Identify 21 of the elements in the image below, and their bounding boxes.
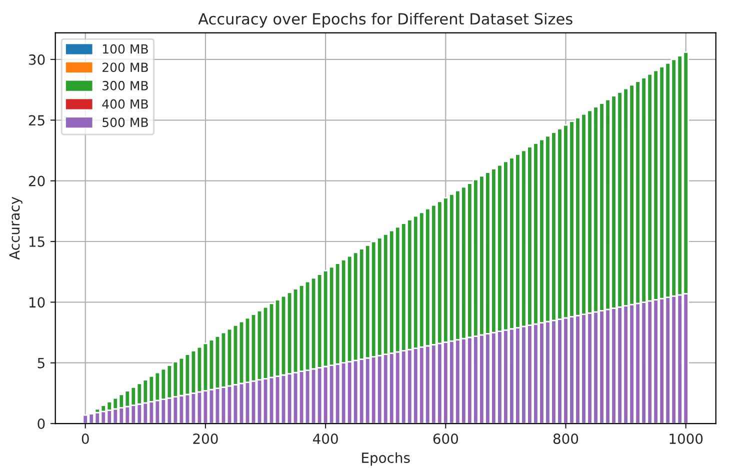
x-tick-label: 400 bbox=[312, 434, 338, 444]
legend-label: 100 MB bbox=[102, 44, 148, 54]
legend-label: 500 MB bbox=[102, 118, 148, 128]
legend-label: 400 MB bbox=[102, 99, 148, 109]
y-tick-label: 15 bbox=[29, 236, 44, 247]
x-axis-title: Epochs bbox=[362, 452, 410, 466]
legend-label: 300 MB bbox=[102, 80, 148, 90]
x-tick-label: 1000 bbox=[670, 434, 703, 444]
x-tick-label: 800 bbox=[553, 434, 578, 444]
y-tick-label: 0 bbox=[38, 418, 45, 430]
x-tick-label: 600 bbox=[433, 434, 458, 444]
y-tick-label: 5 bbox=[38, 358, 44, 368]
y-tick-label: 20 bbox=[28, 176, 45, 186]
y-tick-label: 25 bbox=[28, 115, 44, 126]
x-tick-label: 200 bbox=[193, 434, 218, 444]
x-tick-label: 0 bbox=[82, 434, 89, 444]
legend-label: 200 MB bbox=[102, 62, 148, 72]
chart-title: Accuracy over Epochs for Different Dataset Sizes bbox=[198, 12, 572, 28]
y-axis-title: Accuracy bbox=[9, 196, 22, 260]
y-tick-label: 10 bbox=[29, 297, 45, 308]
y-tick-label: 30 bbox=[29, 54, 45, 65]
